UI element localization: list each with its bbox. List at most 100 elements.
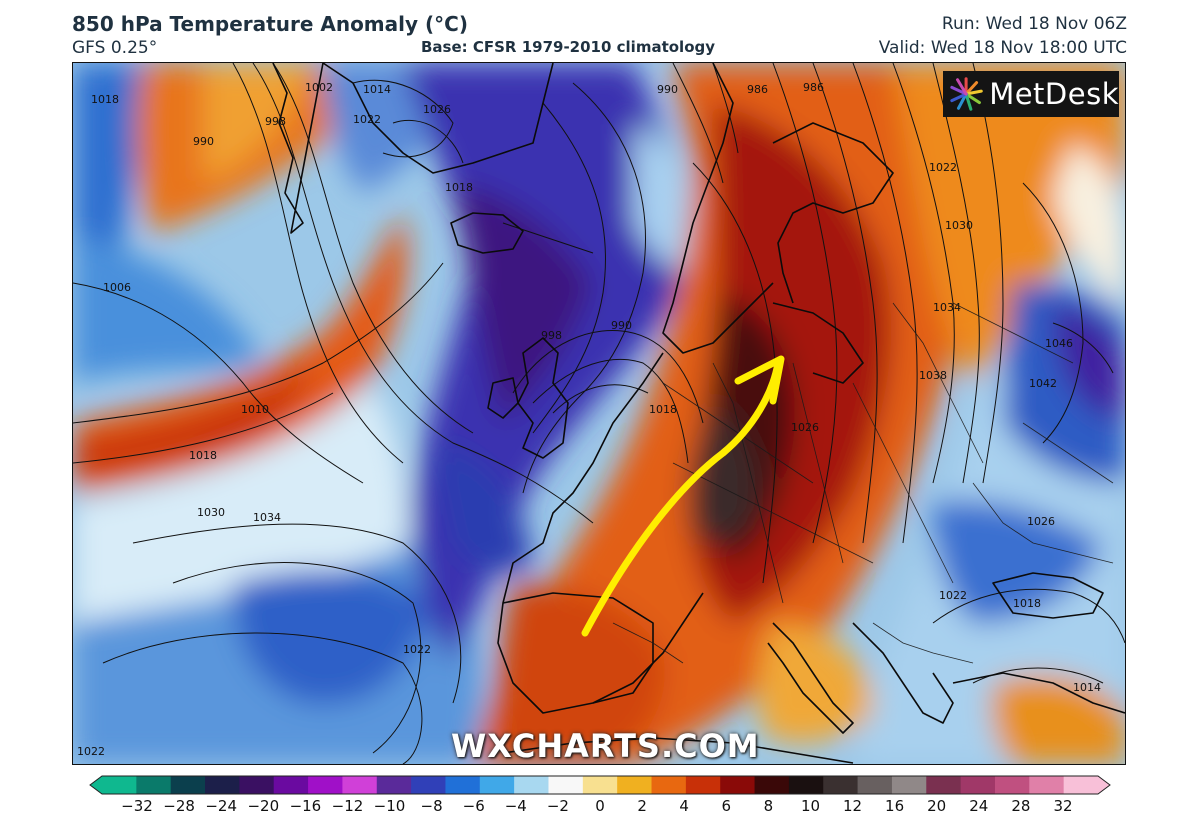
isobar-label: 1010	[241, 403, 269, 416]
colorbar-swatch	[994, 776, 1030, 794]
chart-title: 850 hPa Temperature Anomaly (°C)	[72, 12, 468, 36]
colorbar-swatch	[136, 776, 172, 794]
colorbar-swatch	[754, 776, 790, 794]
isobar-label: 990	[611, 319, 632, 332]
colorbar-tick-label: −10	[373, 797, 406, 815]
climatology-base: Base: CFSR 1979-2010 climatology	[421, 38, 716, 56]
isobar-label: 1030	[197, 506, 225, 519]
isobar-label: 1018	[189, 449, 217, 462]
colorbar-swatch	[479, 776, 515, 794]
borders	[612, 302, 1114, 664]
isobar-label: 1014	[363, 83, 391, 96]
colorbar-swatch	[891, 776, 927, 794]
map-canvas: 1018 990 998 1002 1014 1022 1026 1018 10…	[73, 63, 1125, 764]
colorbar-tick-label: −16	[289, 797, 322, 815]
isobar-label: 986	[747, 83, 768, 96]
colorbar-tick-label: 8	[763, 797, 774, 815]
isobar-label: 1006	[103, 281, 131, 294]
isobar-label: 998	[265, 115, 286, 128]
colorbar-swatch	[960, 776, 996, 794]
colorbar-max-arrow	[1098, 776, 1110, 794]
colorbar-swatch	[1029, 776, 1065, 794]
colorbar-swatch	[548, 776, 584, 794]
colorbar-tick-label: −12	[331, 797, 364, 815]
isobar-label: 1026	[423, 103, 451, 116]
isobar-label: 1026	[1027, 515, 1055, 528]
isobar-label: 990	[657, 83, 678, 96]
logo-text: MetDesk	[989, 77, 1119, 111]
colorbar-swatch	[445, 776, 481, 794]
colorbar-tick-label: 28	[1011, 797, 1031, 815]
isobar-label: 1022	[403, 643, 431, 656]
isobar-label: 1018	[1013, 597, 1041, 610]
valid-time: Valid: Wed 18 Nov 18:00 UTC	[878, 38, 1127, 58]
colorbar-tick-label: 20	[927, 797, 947, 815]
colorbar-swatch	[823, 776, 859, 794]
isobar-label: 986	[803, 81, 824, 94]
isobar-labels: 1018 990 998 1002 1014 1022 1026 1018 10…	[77, 81, 1101, 758]
colorbar-swatch	[582, 776, 618, 794]
colorbar-swatch	[651, 776, 687, 794]
isobar-label: 1038	[919, 369, 947, 382]
wxcharts-watermark: WXCHARTS.COM	[451, 727, 760, 765]
colorbar-tick-label: −8	[420, 797, 443, 815]
colorbar-swatch	[102, 776, 137, 794]
colorbar-tick-label: 0	[595, 797, 605, 815]
colorbar-tick-label: −32	[121, 797, 153, 815]
temperature-colorbar	[89, 775, 1111, 795]
colorbar-swatch	[376, 776, 412, 794]
isobar-label: 1018	[649, 403, 677, 416]
anomaly-field	[73, 63, 1125, 764]
colorbar-tick-label: −28	[163, 797, 195, 815]
colorbar-tick-label: 4	[679, 797, 689, 815]
warm-advection-arrowhead	[734, 355, 785, 405]
isobar-label: 1022	[77, 745, 105, 758]
colorbar-tick-label: 2	[637, 797, 647, 815]
isobar-label: 1018	[445, 181, 473, 194]
colorbar-swatch	[926, 776, 962, 794]
isobar-label: 1046	[1045, 337, 1073, 350]
colorbar-tick-label: 10	[800, 797, 821, 815]
colorbar-swatch	[342, 776, 378, 794]
colorbar-swatch	[1063, 776, 1099, 794]
colorbar-tick-label: −2	[546, 797, 569, 815]
model-name: GFS 0.25°	[72, 38, 158, 58]
colorbar-tick-label: −24	[205, 797, 238, 815]
isobar-label: 1034	[933, 301, 961, 314]
isobar-label: 1022	[929, 161, 957, 174]
colorbar-swatch	[411, 776, 447, 794]
isobar-label: 990	[193, 135, 214, 148]
colorbar-swatch	[617, 776, 653, 794]
isobar-label: 1034	[253, 511, 281, 524]
isobar-label: 1042	[1029, 377, 1057, 390]
isobar-label: 1022	[939, 589, 967, 602]
isobars	[73, 63, 1125, 764]
colorbar-swatch	[273, 776, 309, 794]
colorbar-labels: −32 −28 −24 −20 −16 −12 −10 −8 −6 −4 −2 0 2 4 6 8 10 12 16…	[0, 797, 1200, 821]
colorbar-swatch	[788, 776, 824, 794]
coastlines	[272, 63, 1125, 764]
isobar-label: 1026	[791, 421, 819, 434]
colorbar-swatch	[308, 776, 344, 794]
colorbar-tick-label: 12	[842, 797, 863, 815]
isobar-label: 1014	[1073, 681, 1101, 694]
anomaly-map: 1018 990 998 1002 1014 1022 1026 1018 10…	[72, 62, 1126, 765]
isobar-label: 998	[541, 329, 562, 342]
colorbar-swatch	[205, 776, 240, 794]
colorbar-swatch	[239, 776, 275, 794]
colorbar-swatch	[514, 776, 550, 794]
colorbar-tick-label: −6	[462, 797, 485, 815]
colorbar-tick-label: −20	[247, 797, 280, 815]
isobar-label: 1018	[91, 93, 119, 106]
run-time: Run: Wed 18 Nov 06Z	[941, 14, 1127, 34]
starburst-logo-icon	[950, 77, 983, 111]
colorbar-tick-label: 6	[721, 797, 732, 815]
colorbar-swatch	[720, 776, 756, 794]
colorbar-swatch	[170, 776, 206, 794]
colorbar-swatch	[685, 776, 721, 794]
isobar-label: 1022	[353, 113, 381, 126]
colorbar-swatches	[90, 776, 1110, 794]
warm-advection-arrow-shaft	[581, 359, 782, 637]
colorbar-swatch	[857, 776, 893, 794]
colorbar-tick-label: 32	[1053, 797, 1073, 815]
